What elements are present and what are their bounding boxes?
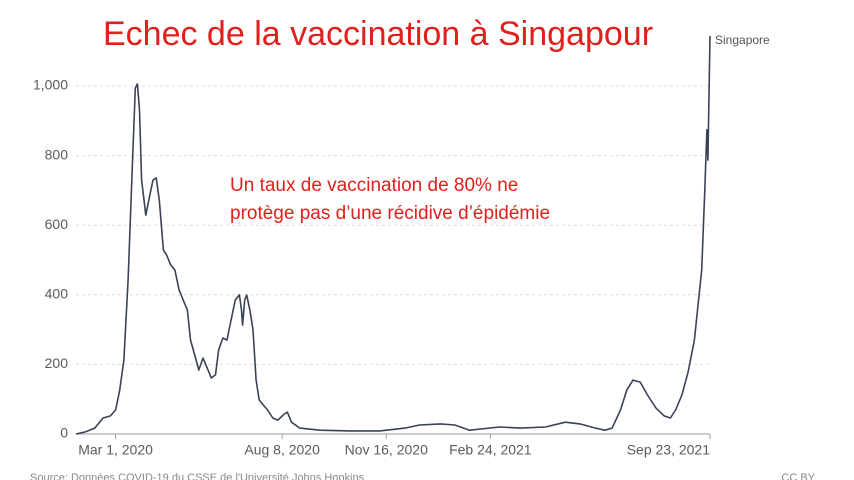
source: Source: Données COVID-19 du CSSE de l'Un… bbox=[30, 472, 365, 480]
x-tick-label: Nov 16, 2020 bbox=[345, 442, 428, 458]
annotation: protège pas d’une récidive d’épidémie bbox=[230, 203, 550, 224]
y-tick-label: 0 bbox=[60, 425, 68, 441]
license: CC BY bbox=[781, 472, 815, 480]
y-tick-label: 600 bbox=[45, 216, 69, 232]
y-tick-label: 1,000 bbox=[33, 77, 68, 93]
x-tick-label: Mar 1, 2020 bbox=[78, 442, 153, 458]
series-label: Singapore bbox=[715, 33, 770, 47]
y-tick-label: 200 bbox=[45, 355, 69, 371]
y-tick-label: 400 bbox=[45, 286, 69, 302]
series-line bbox=[75, 35, 711, 435]
chart-title: Echec de la vaccination à Singapour bbox=[103, 15, 653, 53]
y-tick-label: 800 bbox=[45, 146, 69, 162]
x-tick-label: Aug 8, 2020 bbox=[244, 442, 320, 458]
annotation: Un taux de vaccination de 80% ne bbox=[230, 175, 518, 196]
x-tick-label: Sep 23, 2021 bbox=[627, 442, 711, 458]
x-tick-label: Feb 24, 2021 bbox=[449, 442, 532, 458]
